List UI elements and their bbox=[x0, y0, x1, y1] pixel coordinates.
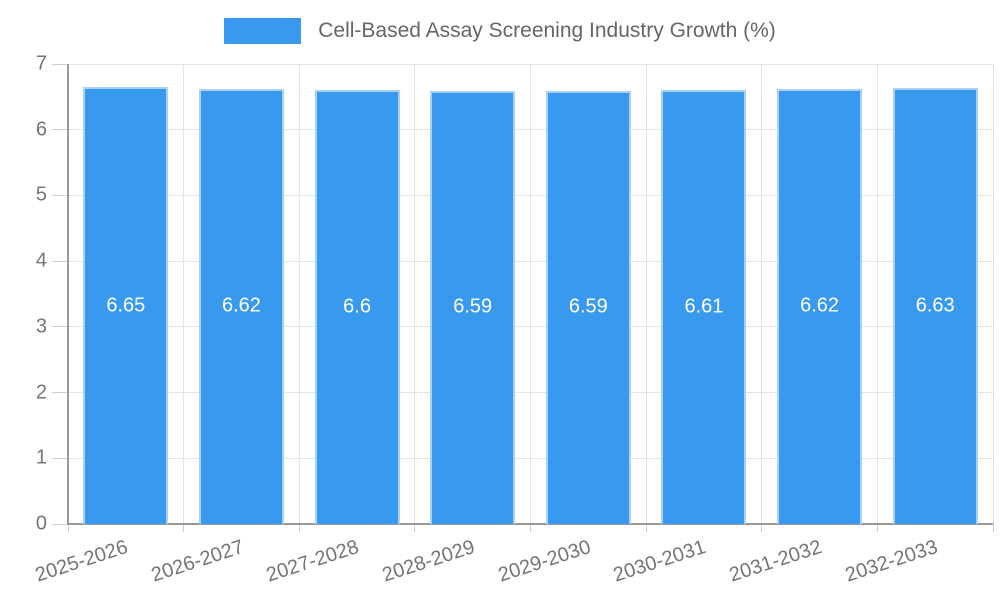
x-axis-category-label: 2029-2030 bbox=[495, 536, 594, 587]
y-axis-tick-label: 2 bbox=[35, 381, 47, 404]
x-axis-tick bbox=[992, 524, 994, 532]
y-axis-line bbox=[67, 64, 69, 524]
v-gridline bbox=[876, 64, 878, 524]
y-axis-tick-label: 4 bbox=[35, 249, 47, 272]
x-axis-category-label: 2032-2033 bbox=[842, 536, 940, 587]
x-axis-tick bbox=[298, 524, 300, 532]
v-gridline bbox=[414, 64, 416, 524]
x-axis-tick bbox=[761, 524, 763, 532]
y-axis-tick-label: 3 bbox=[35, 315, 47, 338]
x-axis-category-label: 2028-2029 bbox=[379, 536, 478, 587]
x-axis-category-label: 2030-2031 bbox=[610, 536, 709, 587]
x-axis-tick bbox=[183, 524, 185, 532]
x-axis-tick bbox=[530, 524, 531, 532]
x-axis-tick bbox=[414, 524, 416, 532]
plot-area: 0 1 2 3 4 5 6 7 6.65 2025-2026 6.62 2026-2027 6.6 202… bbox=[33, 53, 994, 586]
y-axis-tick bbox=[52, 63, 68, 65]
x-axis-tick bbox=[645, 524, 647, 532]
v-gridline bbox=[298, 64, 300, 524]
v-gridline bbox=[645, 64, 647, 524]
bar[interactable] bbox=[198, 88, 284, 524]
bar[interactable] bbox=[661, 89, 747, 524]
y-axis-tick-label: 5 bbox=[35, 183, 47, 206]
bar[interactable] bbox=[83, 87, 169, 524]
bar[interactable] bbox=[314, 90, 400, 524]
bar[interactable] bbox=[545, 90, 631, 524]
v-gridline bbox=[183, 64, 185, 524]
bar[interactable] bbox=[430, 90, 516, 524]
v-gridline bbox=[761, 64, 763, 524]
x-axis-category-label: 2026-2027 bbox=[148, 536, 247, 587]
y-axis-tick-label: 6 bbox=[35, 118, 47, 141]
legend-swatch-icon bbox=[224, 18, 302, 44]
v-gridline bbox=[530, 64, 531, 524]
v-gridline bbox=[992, 64, 994, 524]
x-axis-category-label: 2025-2026 bbox=[32, 536, 131, 587]
y-axis-tick bbox=[52, 457, 68, 459]
chart-legend-item[interactable]: Cell-Based Assay Screening Industry Grow… bbox=[0, 18, 1000, 44]
x-axis-line bbox=[67, 523, 993, 525]
bar[interactable] bbox=[777, 88, 863, 524]
y-axis-tick-label: 7 bbox=[35, 52, 47, 75]
bar[interactable] bbox=[892, 88, 978, 524]
x-axis-category-label: 2027-2028 bbox=[264, 536, 362, 587]
y-axis-tick bbox=[52, 523, 68, 525]
legend-label: Cell-Based Assay Screening Industry Grow… bbox=[318, 19, 776, 42]
y-axis-tick bbox=[52, 194, 68, 196]
y-axis-tick-label: 1 bbox=[35, 446, 47, 469]
y-axis-tick bbox=[52, 260, 68, 262]
y-axis-tick-label: 0 bbox=[35, 512, 47, 535]
y-axis-tick bbox=[52, 392, 68, 394]
y-axis-tick bbox=[52, 326, 68, 328]
x-axis-tick bbox=[876, 524, 878, 532]
x-axis-category-label: 2031-2032 bbox=[726, 536, 825, 587]
x-axis-tick bbox=[67, 524, 69, 532]
y-axis-tick bbox=[52, 129, 68, 131]
